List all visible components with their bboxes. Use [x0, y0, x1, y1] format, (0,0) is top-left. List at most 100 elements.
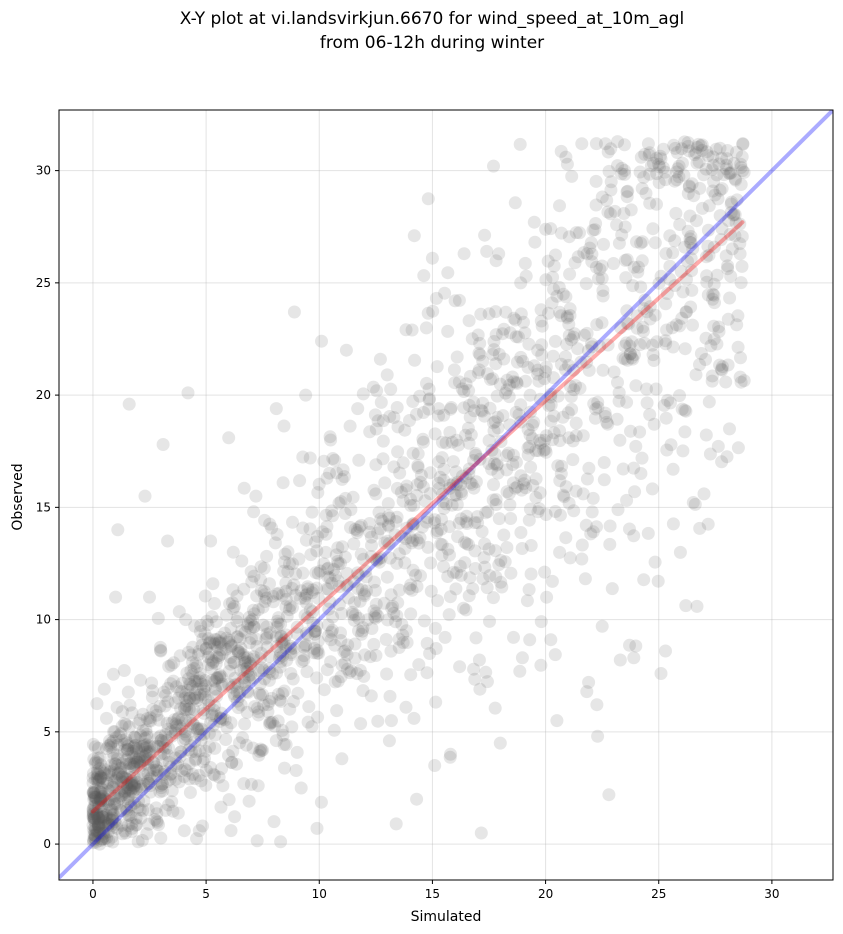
scatter-point	[391, 420, 405, 434]
scatter-point	[589, 217, 603, 230]
scatter-point	[94, 771, 108, 785]
scatter-point	[347, 537, 361, 551]
scatter-point	[369, 611, 382, 625]
scatter-point	[129, 738, 143, 752]
scatter-point	[93, 762, 107, 776]
scatter-point	[130, 755, 144, 769]
scatter-point	[190, 694, 204, 707]
scatter-point	[552, 280, 566, 294]
scatter-point	[120, 803, 134, 817]
scatter-point	[519, 269, 533, 283]
scatter-point	[488, 446, 502, 460]
scatter-point	[681, 187, 695, 200]
scatter-point	[695, 201, 709, 215]
scatter-point	[123, 698, 137, 712]
scatter-point	[125, 817, 139, 831]
scatter-point	[459, 428, 472, 442]
scatter-point	[147, 763, 161, 777]
chart-title-line-1: X-Y plot at vi.landsvirkjun.6670 for win…	[180, 9, 684, 29]
scatter-point	[130, 818, 144, 832]
scatter-point	[342, 591, 356, 605]
scatter-point	[533, 433, 547, 447]
scatter-point	[709, 142, 723, 156]
y-tick-label: 30	[36, 164, 51, 178]
scatter-point	[684, 252, 698, 265]
scatter-point	[274, 645, 288, 659]
scatter-point	[258, 672, 271, 686]
scatter-point	[184, 705, 198, 719]
scatter-point	[344, 521, 357, 534]
scatter-point	[556, 287, 570, 301]
scatter-point	[705, 369, 719, 383]
scatter-point	[299, 639, 312, 653]
scatter-point	[189, 656, 203, 670]
scatter-point	[611, 375, 624, 389]
scatter-point	[182, 702, 196, 716]
scatter-point	[693, 358, 706, 372]
scatter-point	[730, 318, 744, 332]
scatter-point	[199, 641, 213, 655]
scatter-point	[303, 451, 317, 465]
scatter-point	[420, 666, 434, 680]
scatter-point	[271, 617, 285, 631]
scatter-point	[702, 395, 716, 409]
scatter-point	[539, 222, 553, 236]
scatter-point	[215, 679, 229, 693]
scatter-point	[140, 827, 154, 841]
scatter-point	[117, 784, 131, 798]
scatter-point	[134, 780, 148, 793]
scatter-point	[706, 292, 720, 306]
scatter-point	[340, 566, 354, 580]
scatter-point	[678, 342, 692, 356]
scatter-point	[544, 387, 558, 401]
scatter-point	[205, 610, 219, 624]
scatter-point	[86, 776, 100, 790]
scatter-point	[192, 644, 206, 658]
scatter-point	[676, 285, 690, 299]
scatter-point	[442, 520, 456, 534]
scatter-point	[394, 485, 408, 499]
scatter-point	[107, 751, 121, 765]
scatter-point	[101, 825, 115, 839]
scatter-point	[161, 681, 175, 695]
scatter-point	[546, 433, 560, 447]
scatter-point	[504, 512, 518, 525]
scatter-point	[102, 793, 116, 807]
scatter-point	[714, 362, 728, 376]
scatter-point	[311, 529, 324, 543]
scatter-point	[200, 614, 214, 628]
scatter-point	[120, 781, 134, 795]
scatter-point	[91, 800, 105, 814]
scatter-point	[230, 757, 243, 771]
scatter-point	[416, 480, 430, 494]
scatter-point	[554, 467, 568, 481]
scatter-point	[279, 576, 293, 590]
scatter-point	[284, 642, 298, 656]
scatter-point	[499, 305, 513, 319]
scatter-point	[527, 215, 541, 229]
scatter-point	[357, 587, 371, 601]
scatter-point	[98, 815, 112, 829]
scatter-point	[106, 734, 120, 748]
scatter-point	[257, 664, 271, 678]
scatter-point	[414, 468, 428, 482]
scatter-point	[528, 235, 542, 249]
scatter-point	[663, 272, 677, 286]
scatter-point	[266, 715, 280, 729]
scatter-point	[409, 568, 423, 582]
scatter-point	[164, 760, 178, 774]
scatter-point	[403, 582, 417, 595]
scatter-point	[491, 466, 505, 480]
scatter-point	[328, 569, 342, 582]
scatter-point	[708, 296, 721, 310]
scatter-point	[108, 815, 122, 829]
scatter-point	[441, 324, 455, 338]
scatter-point	[187, 718, 201, 732]
scatter-point	[615, 161, 629, 175]
scatter-point	[437, 501, 451, 515]
scatter-point	[158, 728, 172, 742]
scatter-point	[230, 630, 244, 644]
scatter-point	[629, 639, 643, 653]
